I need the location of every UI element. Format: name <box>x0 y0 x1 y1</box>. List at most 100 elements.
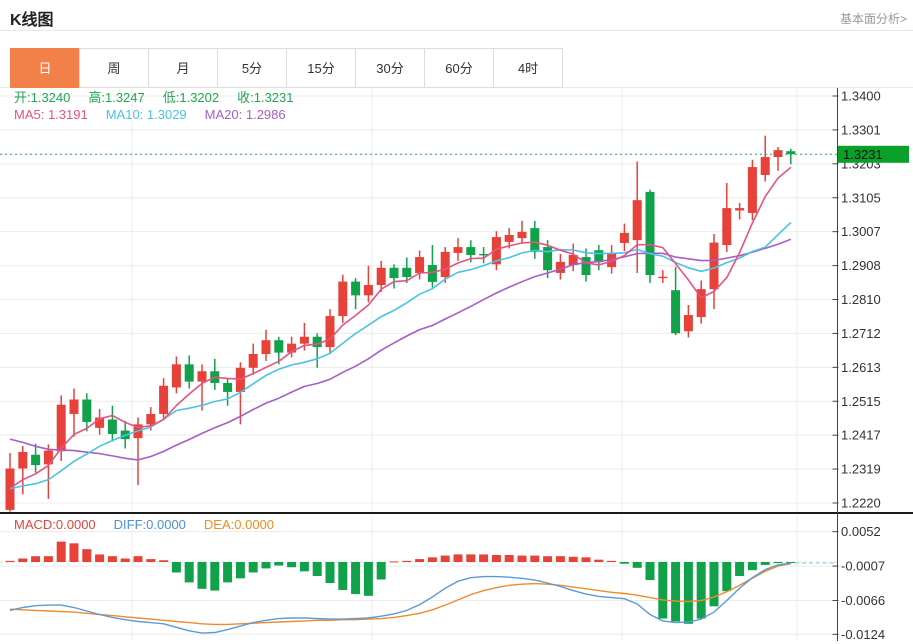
y-axis-label: 1.2810 <box>841 292 881 307</box>
candle-body <box>645 191 655 276</box>
macd-bar <box>184 562 194 583</box>
y-axis-label: 1.2613 <box>841 360 881 375</box>
macd-bar <box>43 556 53 562</box>
macd-bar <box>786 562 796 563</box>
candle-body <box>427 265 437 282</box>
candlestick-layer <box>5 135 796 512</box>
ma-legend: MA5: 1.3191 MA10: 1.3029 MA20: 1.2986 <box>14 107 304 122</box>
candle-body <box>171 364 181 388</box>
macd-macd: MACD:0.0000 <box>14 517 96 532</box>
macd-diff: DIFF:0.0000 <box>113 517 186 532</box>
macd-bar <box>261 562 271 569</box>
interval-tab-1[interactable]: 周 <box>79 48 149 88</box>
interval-tab-4[interactable]: 15分 <box>286 48 356 88</box>
interval-tab-6[interactable]: 60分 <box>424 48 494 88</box>
y-axis-label: 1.3400 <box>841 89 881 104</box>
macd-bar <box>210 562 220 591</box>
candle-body <box>619 232 629 243</box>
diff-line <box>9 562 791 634</box>
candle-body <box>709 242 719 290</box>
macd-bar <box>773 562 783 564</box>
y-axis-label: 1.2220 <box>841 496 881 511</box>
candle-body <box>312 336 322 348</box>
candle-body <box>389 267 399 279</box>
interval-tab-3[interactable]: 5分 <box>217 48 287 88</box>
candle-body <box>568 255 578 266</box>
y-axis-label: 1.2417 <box>841 428 881 443</box>
current-price-badge-value: 1.3231 <box>843 147 883 162</box>
macd-bar <box>440 555 450 562</box>
candle-body <box>517 231 527 239</box>
macd-bar <box>120 558 130 562</box>
dea-line <box>9 563 791 626</box>
macd-bar <box>402 560 412 562</box>
candle-body <box>466 247 476 256</box>
y-axis-label: 1.3105 <box>841 190 881 205</box>
macd-bar <box>133 556 143 562</box>
macd-bar <box>735 562 745 576</box>
macd-bar <box>479 554 489 562</box>
candle-body <box>274 340 284 353</box>
candle-body <box>722 208 732 246</box>
candle-body <box>671 290 681 334</box>
interval-tab-0[interactable]: 日 <box>10 48 80 88</box>
interval-tab-2[interactable]: 月 <box>148 48 218 88</box>
macd-bar <box>338 562 348 590</box>
ohlc-close: 收:1.3231 <box>237 90 294 105</box>
macd-axis-label: -0.0007 <box>841 559 885 574</box>
candle-body <box>261 340 271 354</box>
interval-tab-7[interactable]: 4时 <box>493 48 563 88</box>
candle-body <box>786 151 796 155</box>
candle-body <box>184 364 194 382</box>
macd-bar <box>645 562 655 581</box>
interval-tab-5[interactable]: 30分 <box>355 48 425 88</box>
fundamental-analysis-link[interactable]: 基本面分析> <box>839 12 907 26</box>
y-axis-label: 1.2319 <box>841 462 881 477</box>
y-axis-label: 1.2908 <box>841 258 881 273</box>
candle-body <box>760 157 770 175</box>
candle-body <box>594 250 604 263</box>
macd-bar <box>312 562 322 576</box>
macd-dea: DEA:0.0000 <box>203 517 275 532</box>
macd-bar <box>747 562 757 571</box>
candle-body <box>530 228 540 252</box>
macd-bar <box>274 562 284 566</box>
candle-body <box>735 208 745 211</box>
candle-body <box>82 399 92 422</box>
ma-ma10: MA10: 1.3029 <box>105 107 187 122</box>
ma-ma20: MA20: 1.2986 <box>204 107 286 122</box>
candle-body <box>248 353 258 368</box>
candle-body <box>453 247 463 253</box>
macd-bar <box>363 562 373 596</box>
macd-bar <box>594 559 604 562</box>
candle-body <box>363 285 373 296</box>
header-divider <box>0 30 913 31</box>
candle-body <box>696 289 706 318</box>
macd-bar <box>299 562 309 572</box>
macd-bar <box>760 562 770 565</box>
ma-ma5: MA5: 1.3191 <box>14 107 88 122</box>
macd-bar <box>683 562 693 624</box>
candle-body <box>69 399 79 415</box>
macd-bar <box>235 562 245 579</box>
macd-bar <box>325 562 335 583</box>
macd-bar <box>543 556 553 562</box>
candle-body <box>338 281 348 317</box>
ohlc-high: 高:1.3247 <box>88 90 145 105</box>
macd-bar <box>389 561 399 563</box>
macd-bar <box>607 560 617 562</box>
macd-axis-label: -0.0124 <box>841 627 885 642</box>
macd-bar <box>18 558 28 562</box>
candle-body <box>31 454 41 466</box>
candle-body <box>376 267 386 286</box>
candle-body <box>658 276 668 279</box>
macd-axis-label: -0.0066 <box>841 593 885 608</box>
candle-body <box>683 315 693 332</box>
y-axis-label: 1.3301 <box>841 122 881 137</box>
y-axis-labels: 1.34001.33011.32031.31051.30071.29081.28… <box>832 89 885 642</box>
candle-body <box>581 257 591 276</box>
candle-body <box>299 336 309 344</box>
candle-body <box>415 257 425 273</box>
